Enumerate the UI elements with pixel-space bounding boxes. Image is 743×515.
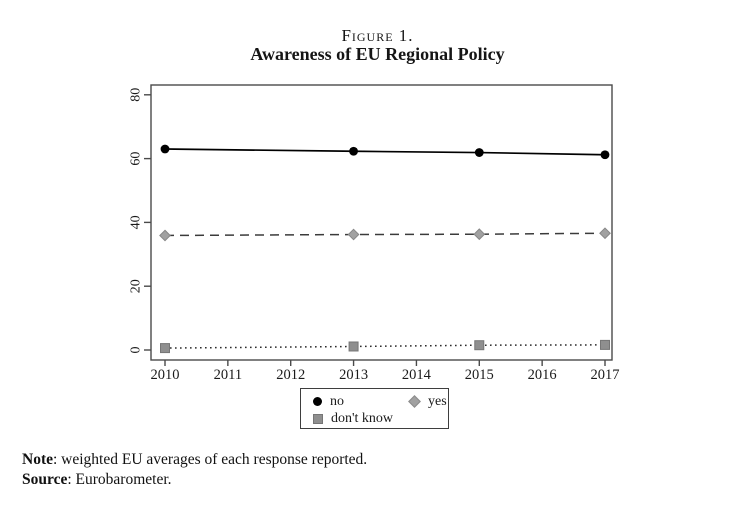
y-axis-tick-label: 60 xyxy=(129,152,144,166)
legend-row: don't know xyxy=(313,410,448,427)
y-axis-tick-label: 40 xyxy=(129,215,144,229)
legend-item-yes: yes xyxy=(408,393,447,410)
series-line-square xyxy=(164,344,606,349)
legend-row: no yes xyxy=(313,393,448,410)
legend-label-no: no xyxy=(330,393,344,409)
data-point-diamond xyxy=(599,227,611,240)
data-point-circle xyxy=(600,150,610,160)
legend-item-dont-know: don't know xyxy=(313,411,410,427)
note-label: Note xyxy=(22,451,53,468)
series-line-circle xyxy=(164,148,606,156)
source-line: Source: Eurobarometer. xyxy=(22,470,367,490)
note-line: Note: weighted EU averages of each respo… xyxy=(22,450,367,470)
x-axis-tick-label: 2014 xyxy=(402,367,432,383)
figure-title: Awareness of EU Regional Policy xyxy=(250,44,505,64)
x-axis-tick-label: 2016 xyxy=(528,367,557,383)
x-axis-tick-label: 2012 xyxy=(276,367,305,383)
data-point-square xyxy=(348,341,359,352)
legend-label-dont-know: don't know xyxy=(331,410,394,426)
source-text: : Eurobarometer. xyxy=(67,471,172,488)
x-axis-tick-label: 2015 xyxy=(465,367,494,383)
data-point-diamond xyxy=(473,228,486,241)
legend-item-no: no xyxy=(313,394,410,410)
data-point-diamond xyxy=(347,228,360,241)
chart-legend: no yes don't know xyxy=(300,388,449,429)
data-point-circle xyxy=(349,146,358,156)
legend-label-yes: yes xyxy=(428,393,447,409)
y-axis-tick-label: 20 xyxy=(129,279,144,293)
data-point-square xyxy=(160,343,170,354)
circle-marker-icon xyxy=(313,397,322,406)
x-axis-tick-label: 2017 xyxy=(590,367,619,383)
series-line-diamond xyxy=(164,232,606,237)
data-point-diamond xyxy=(159,229,171,242)
note-text: : weighted EU averages of each response … xyxy=(53,451,368,468)
y-axis-tick-label: 0 xyxy=(129,347,144,354)
x-axis-tick-label: 2010 xyxy=(151,367,180,383)
data-point-square xyxy=(599,339,610,350)
data-point-circle xyxy=(474,148,484,157)
data-point-circle xyxy=(160,144,170,154)
source-label: Source xyxy=(22,471,68,488)
plot-border xyxy=(150,84,613,361)
figure-label: Figure 1. xyxy=(341,26,414,45)
data-point-square xyxy=(474,340,485,351)
diamond-marker-icon xyxy=(408,395,421,408)
y-axis-tick-label: 80 xyxy=(129,88,144,102)
x-axis-tick-label: 2013 xyxy=(339,367,368,383)
x-axis-tick-label: 2011 xyxy=(214,367,242,383)
square-marker-icon xyxy=(313,413,323,424)
figure-notes: Note: weighted EU averages of each respo… xyxy=(22,450,367,490)
